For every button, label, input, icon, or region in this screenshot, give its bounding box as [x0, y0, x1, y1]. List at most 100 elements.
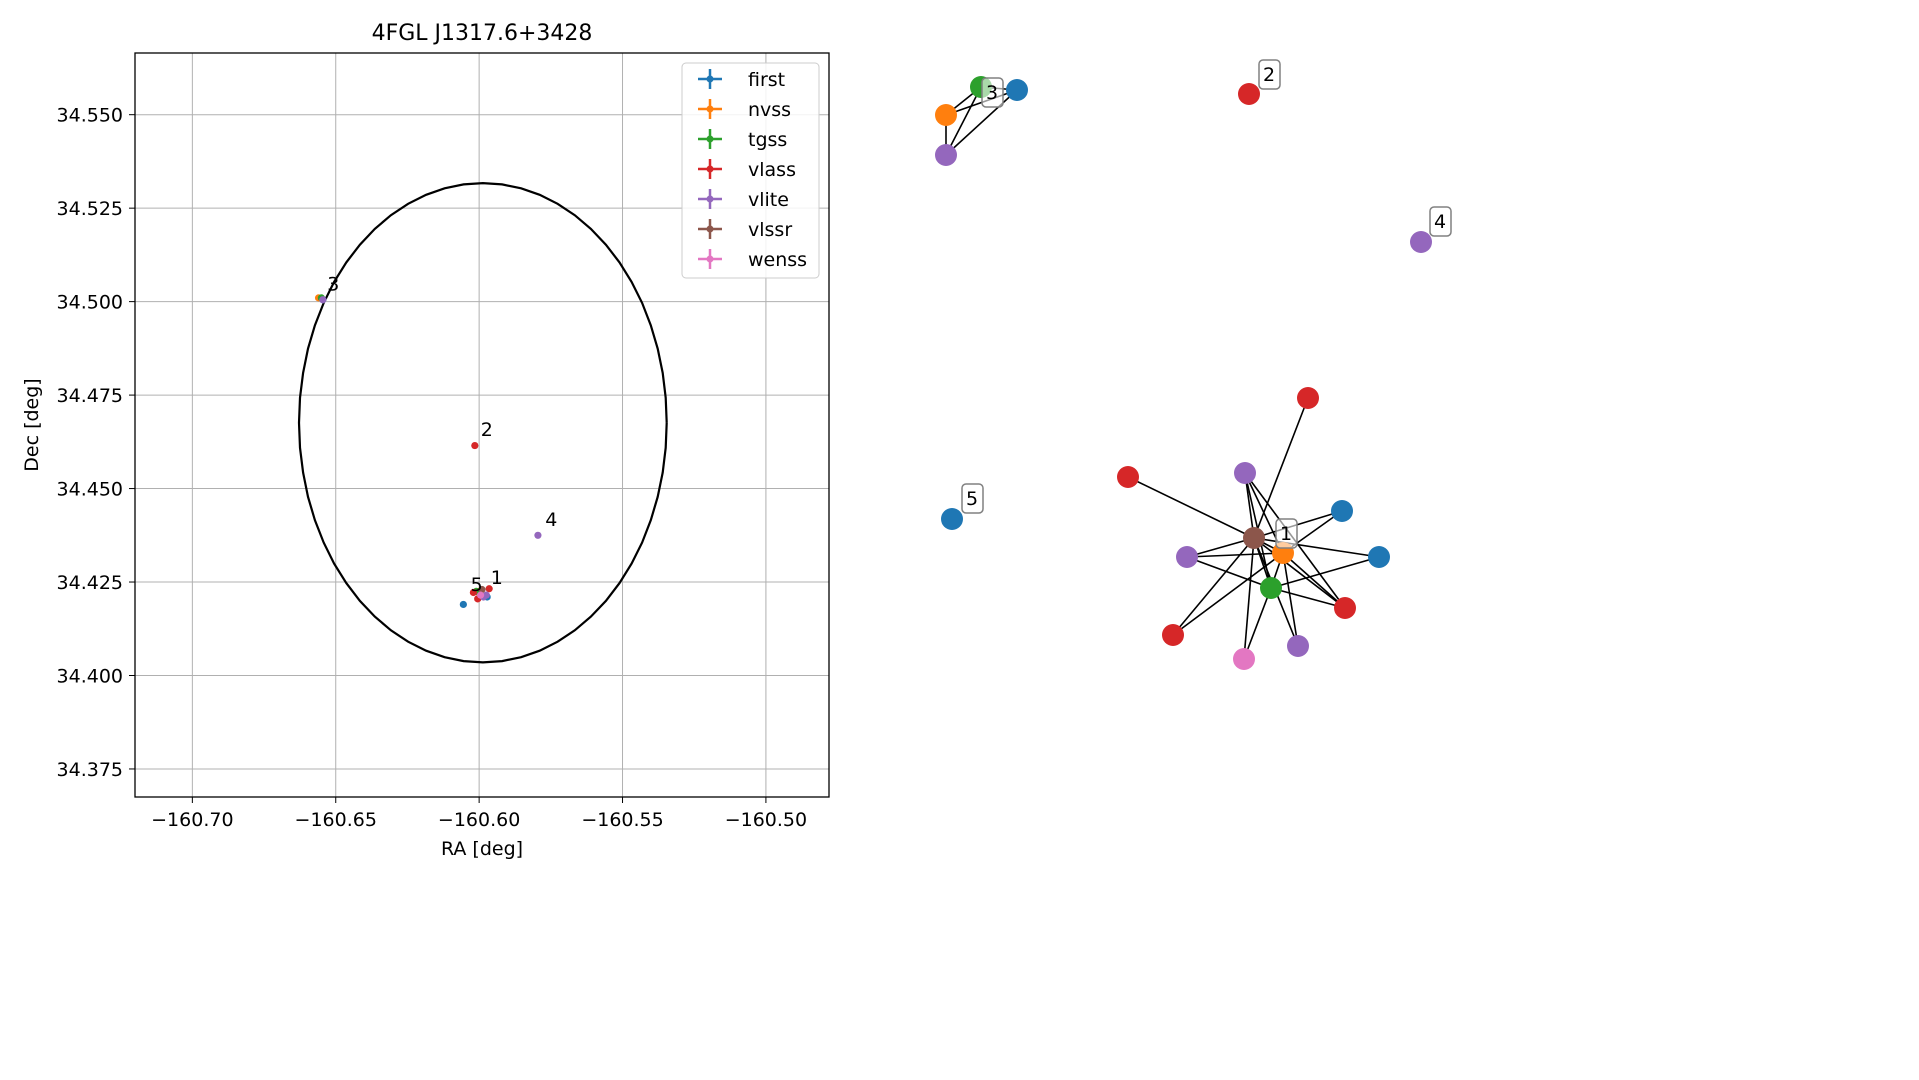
x-tick-label: −160.60: [438, 809, 520, 831]
point-vlite: [534, 531, 542, 539]
graph-node: [1331, 500, 1353, 522]
point-vlass: [471, 441, 479, 450]
y-tick-label: 34.525: [57, 198, 123, 220]
graph-edge: [1186, 537, 1255, 558]
graph-label-box: [1429, 206, 1452, 237]
graph-labels: 1 2 3 4 5: [961, 59, 1452, 549]
graph-edge: [945, 86, 982, 156]
graph-edge: [1282, 552, 1346, 609]
graph-label-text: 1: [1280, 523, 1292, 545]
graph-node: [935, 144, 957, 166]
network-graph: 1 2 3 4 5: [935, 59, 1452, 670]
legend-label: first: [748, 69, 785, 91]
graph-label-text: 3: [986, 82, 998, 104]
graph-node: [1234, 462, 1256, 484]
graph-edge: [1270, 587, 1346, 609]
legend-box: [681, 62, 820, 279]
x-axis-label: RA [deg]: [441, 838, 523, 860]
x-tick-label: −160.70: [151, 809, 233, 831]
graph-node: [1117, 466, 1139, 488]
legend-marker-dot: [706, 75, 714, 83]
legend-marker-dot: [706, 225, 714, 233]
graph-edge: [1253, 510, 1343, 539]
y-axis-ticks: 34.375 34.400 34.425 34.450 34.475 34.500 34.5…: [57, 105, 135, 781]
error-circle: [297, 181, 668, 664]
legend-entries: first nvss tgss vlass vlite vlssr wenss: [698, 69, 807, 271]
plot-frame: [134, 52, 830, 798]
graph-edge: [1127, 476, 1255, 539]
graph-edges: [945, 86, 1380, 660]
graph-edge: [1186, 552, 1284, 558]
graph-label-box: [1258, 59, 1281, 90]
legend-marker-dot: [706, 165, 714, 173]
x-tick-label: −160.55: [581, 809, 663, 831]
graph-label-text: 5: [966, 488, 978, 510]
graph-label-box: [961, 483, 984, 514]
y-tick-label: 34.450: [57, 479, 123, 501]
data-points: [314, 294, 542, 609]
graph-node: [935, 104, 957, 126]
y-tick-label: 34.550: [57, 105, 123, 127]
legend-marker-dot: [706, 135, 714, 143]
x-axis-ticks: −160.70 −160.65 −160.60 −160.55 −160.50: [151, 797, 807, 831]
graph-node: [1334, 597, 1356, 619]
point-vlite: [482, 591, 490, 599]
legend-label: wenss: [748, 249, 807, 271]
graph-node: [1260, 577, 1282, 599]
graph-node: [1410, 231, 1432, 253]
point-vlass: [469, 588, 477, 597]
annotation-label: 3: [327, 273, 339, 295]
graph-node: [1297, 387, 1319, 409]
legend-label: vlssr: [748, 219, 792, 241]
y-axis-label: Dec [deg]: [21, 378, 43, 471]
y-tick-label: 34.375: [57, 759, 123, 781]
point-wenss: [476, 591, 485, 599]
graph-node: [1243, 527, 1265, 549]
point-vlass: [485, 585, 493, 593]
legend: first nvss tgss vlass vlite vlssr wenss: [681, 62, 820, 279]
graph-nodes: [935, 76, 1432, 670]
annotation-label: 1: [491, 567, 503, 589]
annotation-label: 2: [481, 419, 493, 441]
x-tick-label: −160.50: [725, 809, 807, 831]
x-tick-label: −160.65: [295, 809, 377, 831]
legend-label: vlass: [748, 159, 796, 181]
y-tick-label: 34.400: [57, 665, 123, 687]
graph-label-box: [1275, 518, 1298, 549]
legend-marker-dot: [706, 105, 714, 113]
graph-node: [1162, 624, 1184, 646]
graph-edge: [1186, 556, 1272, 589]
graph-label-text: 4: [1434, 211, 1446, 233]
legend-marker-dot: [706, 255, 714, 263]
graph-node: [1176, 546, 1198, 568]
graph-edge: [1172, 552, 1284, 636]
graph-label: 5: [961, 483, 984, 514]
y-tick-label: 34.475: [57, 385, 123, 407]
error-circle-outline: [297, 181, 668, 664]
graph-label: 4: [1429, 206, 1452, 237]
graph-node: [1233, 648, 1255, 670]
graph-node: [1368, 546, 1390, 568]
graph-label-text: 2: [1263, 64, 1275, 86]
graph-node: [941, 508, 963, 530]
graph-node: [1287, 635, 1309, 657]
graph-label-box: [981, 77, 1004, 108]
point-annotations: 1 2 3 4 5: [327, 273, 557, 596]
point-first: [459, 600, 467, 609]
graph-edge: [1253, 397, 1309, 539]
graph-label: 1: [1275, 518, 1298, 549]
y-tick-label: 34.425: [57, 572, 123, 594]
legend-marker-dot: [706, 195, 714, 203]
y-tick-label: 34.500: [57, 292, 123, 314]
graph-label: 2: [1258, 59, 1281, 90]
point-vlite: [319, 296, 327, 304]
graph-edge: [1253, 537, 1346, 609]
graph-edge: [945, 89, 1018, 156]
chart-title: 4FGL J1317.6+3428: [372, 21, 593, 46]
annotation-label: 4: [545, 509, 557, 531]
graph-edge: [1243, 537, 1255, 660]
graph-edge: [1243, 587, 1272, 660]
legend-label: vlite: [748, 189, 789, 211]
